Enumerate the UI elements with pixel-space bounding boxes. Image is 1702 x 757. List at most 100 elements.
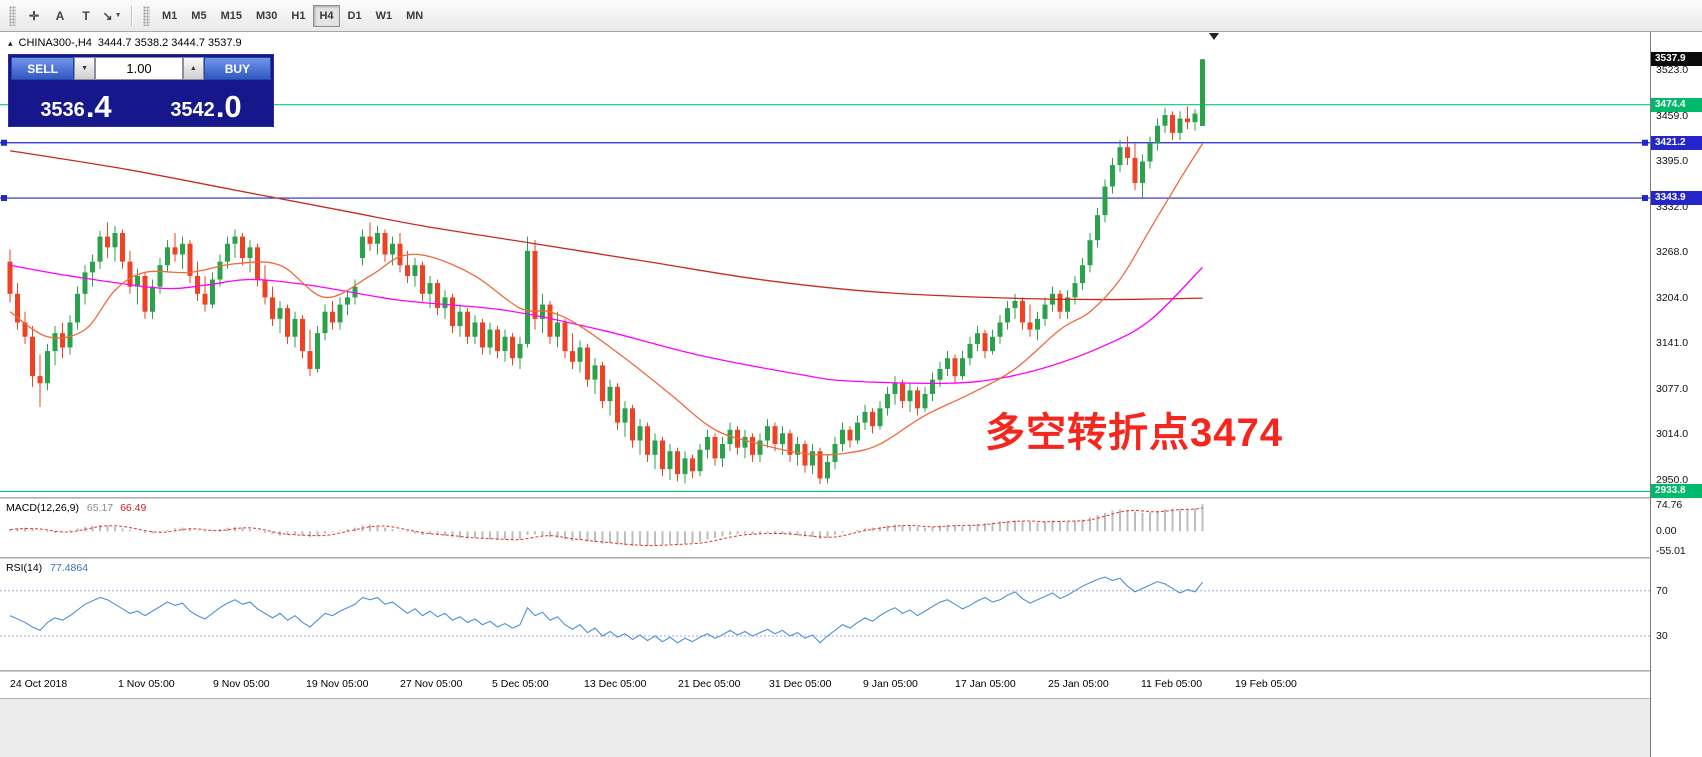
chart-title: CHINA300-,H4	[18, 37, 92, 49]
timeframe-mn-button[interactable]: MN	[406, 9, 424, 22]
sell-button[interactable]: SELL	[11, 57, 75, 80]
date-label: 31 Dec 05:00	[769, 678, 832, 690]
top-toolbar: ✛ A T ↘ ▼ M1 M5 M15 M30 H1 H4 D1 W1 MN	[0, 0, 1702, 32]
label-a-icon[interactable]: A	[55, 8, 65, 23]
price-tick: 3459.0	[1656, 109, 1689, 122]
arrow-tools-icon[interactable]: ↘ ▼	[102, 8, 122, 23]
toolbar-separator	[131, 5, 132, 26]
price-chart-canvas[interactable]	[0, 32, 1650, 497]
price-marker-3537.9: 3537.9	[1651, 52, 1702, 67]
toolbar-grip[interactable]	[9, 5, 16, 26]
volume-decrease-button[interactable]: ▼	[74, 57, 96, 80]
timeframe-w1-button[interactable]: W1	[375, 9, 393, 22]
macd-name: MACD(12,26,9)	[6, 502, 79, 514]
panel-separator[interactable]	[0, 670, 1650, 672]
chart-ohlc: 3444.7 3538.2 3444.7 3537.9	[97, 37, 242, 49]
price-tick: 3268.0	[1656, 246, 1689, 259]
buy-price[interactable]: 3542 .0	[141, 80, 271, 124]
window-background	[0, 698, 1650, 757]
volume-increase-button[interactable]: ▲	[183, 57, 204, 80]
time-axis[interactable]: 24 Oct 2018 1 Nov 05:00 9 Nov 05:00 19 Nov …	[0, 672, 1650, 698]
date-label: 27 Nov 05:00	[400, 678, 463, 690]
macd-tick: -55.01	[1656, 545, 1686, 558]
chart-annotation[interactable]: 多空转折点3474	[985, 411, 1283, 455]
date-label: 9 Jan 05:00	[863, 678, 918, 690]
timeframe-m5-button[interactable]: M5	[191, 9, 207, 22]
timeframe-h4-button[interactable]: H4	[313, 4, 340, 27]
timeframe-h1-button[interactable]: H1	[291, 9, 306, 22]
price-tick: 2950.0	[1656, 473, 1689, 486]
price-marker-3343.9: 3343.9	[1651, 191, 1702, 206]
price-tick: 3014.0	[1656, 428, 1689, 441]
macd-canvas[interactable]	[0, 499, 1650, 557]
macd-tick: 74.76	[1656, 499, 1683, 511]
date-label: 13 Dec 05:00	[584, 678, 647, 690]
drawing-tools-group: ✛ A T ↘ ▼	[21, 4, 125, 28]
timeframe-group: M1 M5 M15 M30 H1 H4 D1 W1 MN	[155, 4, 430, 27]
chart-title-row: ▴ CHINA300-,H4 3444.7 3538.2 3444.7 3537…	[8, 37, 242, 49]
toolbar-grip[interactable]	[143, 5, 150, 26]
dropdown-arrow-icon: ▼	[114, 12, 122, 19]
timeframe-m30-button[interactable]: M30	[255, 9, 278, 22]
price-axis-macd[interactable]: 74.76 0.00 -55.01	[1651, 499, 1702, 557]
ma-slow-red	[9, 150, 1203, 301]
chart-shift-marker[interactable]	[1209, 33, 1219, 40]
rsi-name: RSI(14)	[6, 562, 43, 574]
price-tick: 3523.0	[1656, 63, 1689, 76]
macd-label: MACD(12,26,9) 65.17 66.49	[6, 502, 146, 514]
date-label: 21 Dec 05:00	[678, 678, 741, 690]
sell-price[interactable]: 3536 .4	[11, 80, 141, 124]
text-frame-icon[interactable]: T	[82, 8, 90, 23]
rsi-value: 77.4864	[50, 562, 89, 574]
price-axis-main[interactable]: 3523.0 3459.0 3395.0 3332.0 3268.0 3204.0 3141…	[1651, 32, 1702, 499]
price-axis-rsi[interactable]: 70 30	[1651, 559, 1702, 670]
chart-window: ▴ CHINA300-,H4 3444.7 3538.2 3444.7 3537…	[0, 32, 1702, 757]
price-marker-3474.4: 3474.4	[1651, 97, 1702, 112]
price-marker-2933.8: 2933.8	[1651, 484, 1702, 499]
date-label: 24 Oct 2018	[10, 678, 68, 690]
sell-price-frac: .4	[85, 88, 112, 124]
buy-price-int: 3542	[170, 99, 215, 121]
price-tick: 3077.0	[1656, 382, 1689, 395]
rsi-panel[interactable]: RSI(14) 77.4864	[0, 559, 1650, 670]
date-label: 17 Jan 05:00	[955, 678, 1016, 690]
macd-signal-value: 66.49	[120, 502, 147, 514]
macd-panel[interactable]: MACD(12,26,9) 65.17 66.49	[0, 499, 1650, 557]
macd-signal-line	[9, 507, 1203, 547]
buy-button[interactable]: BUY	[203, 57, 271, 80]
date-label: 19 Feb 05:00	[1235, 678, 1297, 690]
macd-main-value: 65.17	[86, 502, 114, 514]
volume-input[interactable]	[95, 57, 184, 80]
macd-histogram	[9, 504, 1204, 546]
candlesticks[interactable]	[7, 59, 1206, 485]
panel-separator[interactable]	[0, 497, 1650, 499]
one-click-trading-widget: SELL ▼ ▲ BUY 3536 .4 3542 .0	[8, 54, 274, 127]
timeframe-m1-button[interactable]: M1	[162, 9, 178, 22]
sell-price-int: 3536	[40, 99, 85, 121]
ma-mid-magenta	[9, 264, 1203, 384]
macd-tick: 0.00	[1656, 525, 1677, 538]
timeframe-m15-button[interactable]: M15	[220, 9, 242, 22]
date-label: 19 Nov 05:00	[306, 678, 369, 690]
rsi-tick: 70	[1656, 584, 1668, 597]
price-axis[interactable]: 3523.0 3459.0 3395.0 3332.0 3268.0 3204.0 3141…	[1650, 32, 1702, 757]
main-chart-panel[interactable]: ▴ CHINA300-,H4 3444.7 3538.2 3444.7 3537…	[0, 32, 1650, 497]
rsi-line	[9, 576, 1203, 644]
horizontal-lines	[0, 104, 1650, 493]
price-tick: 3141.0	[1656, 337, 1689, 350]
one-click-toggle-icon[interactable]: ▴	[8, 37, 13, 48]
crosshair-icon[interactable]: ✛	[28, 8, 40, 23]
rsi-label: RSI(14) 77.4864	[6, 562, 88, 574]
price-marker-3421.2: 3421.2	[1651, 135, 1702, 150]
date-label: 5 Dec 05:00	[492, 678, 549, 690]
price-tick: 3204.0	[1656, 292, 1689, 305]
rsi-canvas[interactable]	[0, 559, 1650, 670]
timeframe-d1-button[interactable]: D1	[347, 9, 362, 22]
panel-separator[interactable]	[0, 557, 1650, 559]
date-label: 1 Nov 05:00	[118, 678, 175, 690]
date-label: 25 Jan 05:00	[1048, 678, 1109, 690]
date-label: 9 Nov 05:00	[213, 678, 270, 690]
buy-price-frac: .0	[215, 88, 242, 124]
price-tick: 3395.0	[1656, 155, 1689, 168]
ma-fast-orange	[9, 143, 1204, 456]
